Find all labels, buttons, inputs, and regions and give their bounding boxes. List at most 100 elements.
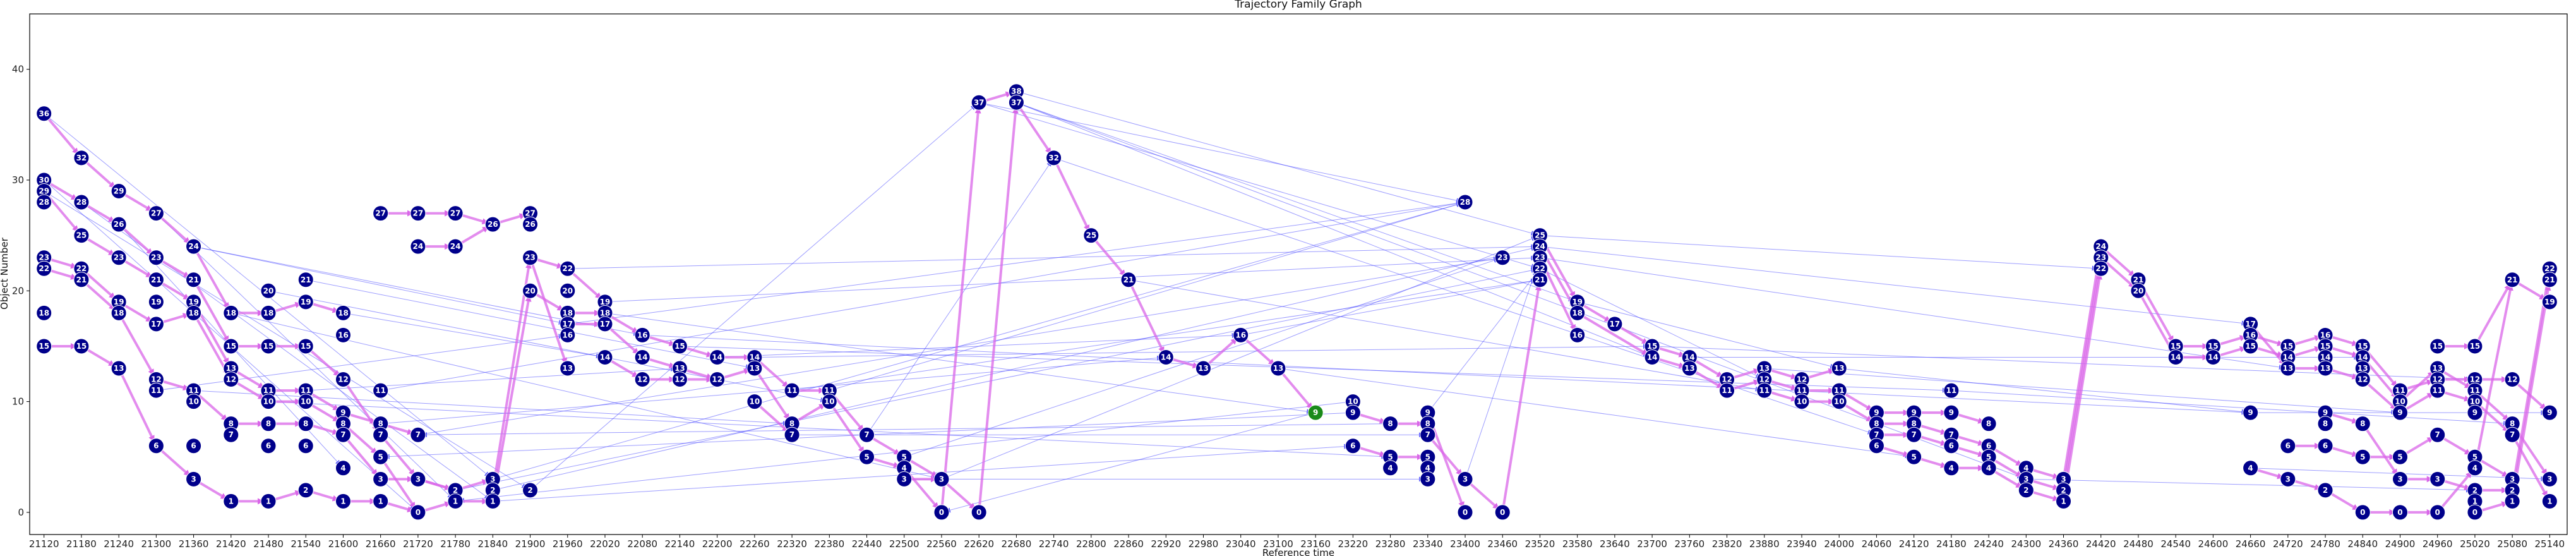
node-marker	[2392, 449, 2408, 465]
node-label: 21	[301, 275, 311, 284]
node-label: 21	[1535, 275, 1545, 284]
node-label: 2	[303, 486, 308, 495]
edge-58	[193, 390, 793, 426]
node-label: 18	[263, 308, 274, 317]
edge-29	[904, 257, 1503, 457]
edge-66	[1128, 279, 1764, 392]
node-21360-21: 21	[186, 272, 202, 288]
node-label: 6	[2323, 442, 2328, 450]
edge-30	[941, 235, 1540, 480]
node-24120-7: 7	[1906, 426, 1922, 443]
node-marker	[36, 260, 52, 277]
node-23160-9: 9	[1307, 404, 1324, 421]
node-marker	[1420, 471, 1436, 487]
node-label: 11	[2432, 386, 2443, 395]
node-marker	[373, 493, 389, 509]
node-marker	[373, 449, 389, 465]
node-label: 7	[378, 430, 383, 439]
node-24660-16: 16	[2243, 327, 2259, 343]
node-marker	[1420, 426, 1436, 443]
node-label: 17	[1610, 320, 1620, 329]
node-label: 24	[1535, 242, 1545, 251]
trail-4-segment-1	[80, 279, 120, 314]
node-label: 13	[674, 364, 685, 373]
node-24840-13: 13	[2354, 360, 2371, 377]
node-23940-11: 11	[1794, 382, 1810, 399]
trail-0-segment-3	[155, 212, 195, 248]
node-24720-15: 15	[2280, 338, 2296, 354]
node-label: 11	[188, 386, 199, 395]
x-tick-label-23700: 23700	[1637, 538, 1667, 550]
node-24660-15: 15	[2243, 338, 2259, 354]
node-marker	[634, 327, 650, 343]
node-21300-23: 23	[148, 250, 164, 266]
node-label: 7	[229, 430, 234, 439]
node-label: 21	[188, 275, 199, 284]
node-label: 1	[2061, 497, 2066, 505]
x-tick-label-22560: 22560	[926, 538, 957, 550]
node-21840-1: 1	[484, 493, 501, 509]
node-label: 8	[378, 420, 383, 428]
node-label: 28	[39, 198, 49, 207]
x-tick-label-21960: 21960	[553, 538, 583, 550]
node-21240-18: 18	[111, 305, 127, 321]
node-marker	[1345, 404, 1361, 421]
edge-54	[1951, 390, 2513, 426]
node-marker	[1494, 250, 1511, 266]
node-24720-3: 3	[2280, 471, 2296, 487]
node-label: 1	[2510, 497, 2515, 505]
y-tick-label-30: 30	[12, 174, 24, 186]
node-24420-22: 22	[2093, 260, 2109, 277]
node-marker	[597, 349, 613, 365]
node-marker	[1457, 194, 1473, 210]
node-marker	[746, 360, 763, 377]
node-label: 3	[1463, 474, 1468, 483]
trail-25-segment-6	[2473, 279, 2514, 469]
node-marker	[186, 305, 202, 321]
node-24600-15: 15	[2205, 338, 2221, 354]
node-marker	[2504, 426, 2520, 443]
x-tick-label-21840: 21840	[477, 538, 508, 550]
trail-15-segment-5	[1501, 279, 1542, 513]
edge-8	[231, 312, 942, 480]
y-tick-label-40: 40	[12, 64, 24, 75]
node-label: 15	[225, 342, 236, 351]
edge-25	[754, 344, 1653, 358]
node-24960-7: 7	[2429, 426, 2446, 443]
node-23340-7: 7	[1420, 426, 1436, 443]
node-marker	[2429, 426, 2446, 443]
trail-0-segment-1	[80, 157, 120, 193]
node-marker	[2354, 449, 2371, 465]
node-label: 1	[266, 497, 271, 505]
edge-18	[567, 244, 1540, 269]
node-23460-0: 0	[1494, 504, 1511, 521]
node-marker	[447, 238, 464, 255]
node-21240-13: 13	[111, 360, 127, 377]
node-25080-7: 7	[2504, 426, 2520, 443]
x-tick-label-24480: 24480	[2123, 538, 2154, 550]
node-label: 4	[1425, 464, 1430, 473]
node-marker	[335, 460, 351, 476]
node-label: 15	[674, 342, 685, 351]
node-label: 19	[114, 298, 124, 306]
node-label: 22	[2544, 264, 2555, 273]
node-21780-1: 1	[447, 493, 464, 509]
node-marker	[2429, 504, 2446, 521]
x-tick-label-24240: 24240	[1974, 538, 2004, 550]
node-21420-18: 18	[223, 305, 239, 321]
node-marker	[2467, 460, 2483, 476]
node-marker	[2504, 493, 2520, 509]
node-21600-9: 9	[335, 404, 351, 421]
trail-1-segment-4	[192, 279, 232, 347]
node-21900-26: 26	[522, 216, 539, 233]
node-21960-20: 20	[560, 282, 576, 299]
node-label: 13	[2282, 364, 2293, 373]
node-24540-15: 15	[2167, 338, 2184, 354]
node-marker	[297, 338, 314, 354]
node-23580-19: 19	[1569, 294, 1586, 310]
x-tick-label-23040: 23040	[1226, 538, 1256, 550]
node-24000-10: 10	[1831, 394, 1847, 410]
node-marker	[111, 305, 127, 321]
node-24780-13: 13	[2317, 360, 2333, 377]
node-marker	[1906, 449, 1922, 465]
